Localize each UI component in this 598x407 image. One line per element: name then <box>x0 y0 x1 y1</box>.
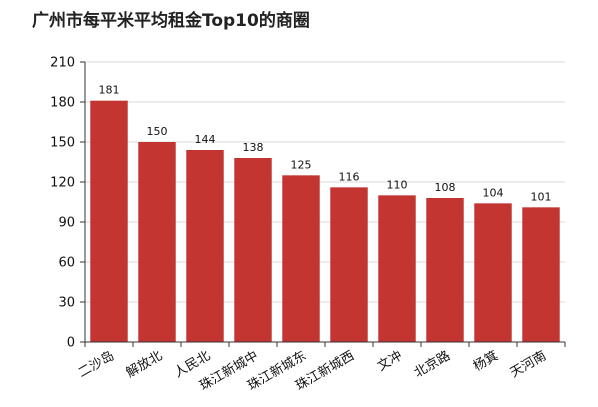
bar <box>378 195 416 342</box>
data-label: 108 <box>435 181 456 194</box>
data-label: 110 <box>387 178 408 191</box>
category-label: 二沙岛 <box>75 348 117 381</box>
y-tick-label: 30 <box>58 296 75 311</box>
bar <box>138 142 176 342</box>
y-tick-label: 0 <box>67 336 75 351</box>
data-label: 116 <box>339 170 360 183</box>
category-label: 北京路 <box>411 348 453 381</box>
data-label: 144 <box>195 133 216 146</box>
y-tick-label: 210 <box>50 56 75 71</box>
category-label: 解放北 <box>124 348 165 380</box>
data-label: 104 <box>483 186 504 199</box>
chart-title: 广州市每平米平均租金Top10的商圈 <box>32 11 310 31</box>
bars <box>90 100 560 343</box>
y-tick-label: 150 <box>50 136 75 151</box>
data-label: 181 <box>99 84 120 97</box>
y-tick-label: 60 <box>58 256 75 271</box>
y-tick-label: 90 <box>58 216 75 231</box>
bar <box>330 187 368 342</box>
bar <box>282 175 320 342</box>
data-label: 150 <box>147 125 168 138</box>
y-tick-label: 120 <box>50 176 75 191</box>
y-tick-label: 180 <box>50 96 75 111</box>
axes <box>80 61 566 347</box>
category-label: 文冲 <box>375 348 405 374</box>
data-label: 101 <box>531 190 552 203</box>
data-label: 138 <box>243 141 264 154</box>
bar <box>522 207 560 342</box>
bar <box>90 100 128 343</box>
bar <box>426 198 464 342</box>
bar <box>234 158 272 342</box>
category-label: 天河南 <box>507 348 549 381</box>
data-label: 125 <box>291 158 312 171</box>
bar <box>474 203 512 342</box>
category-label: 杨箕 <box>470 348 501 375</box>
bar <box>186 150 224 342</box>
